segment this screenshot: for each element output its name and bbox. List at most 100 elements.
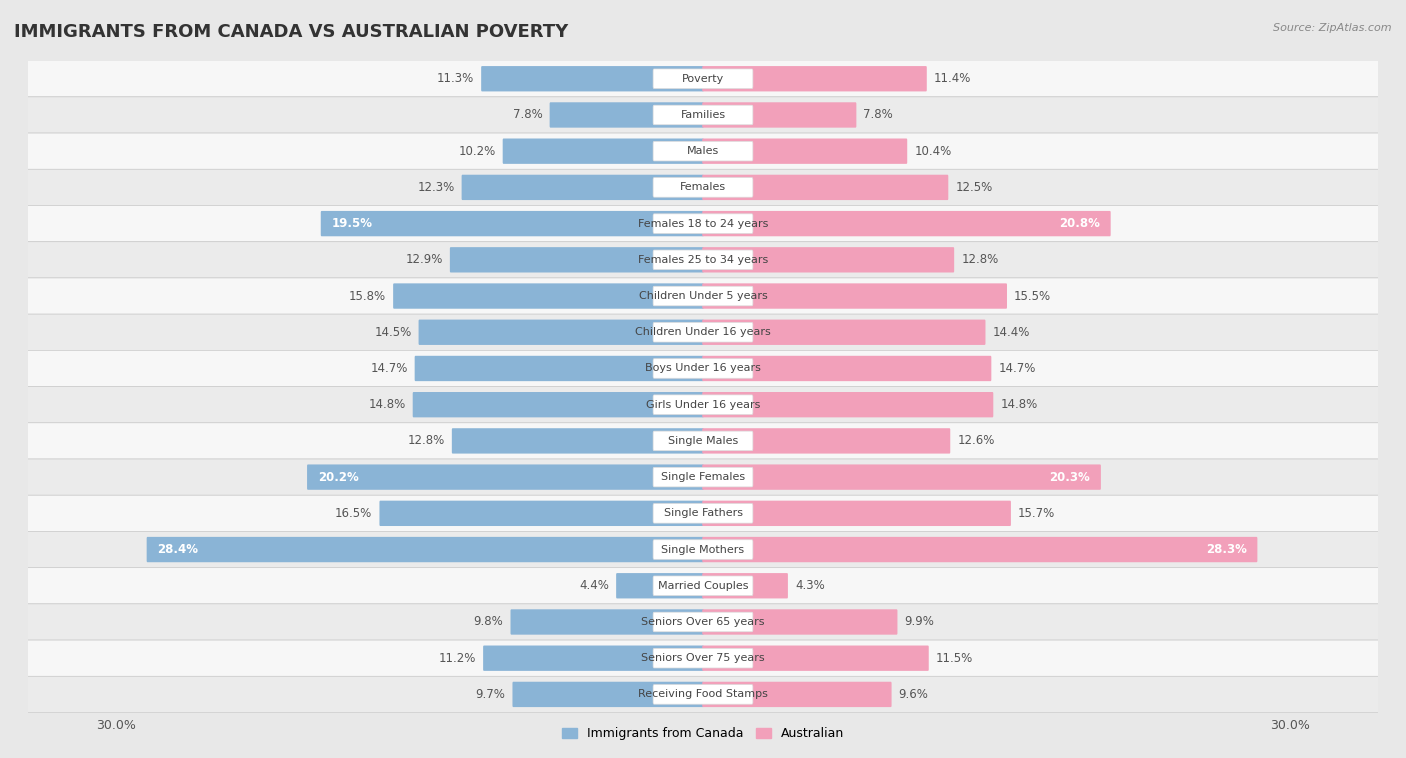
FancyBboxPatch shape (10, 531, 1396, 568)
Text: 28.3%: 28.3% (1206, 543, 1247, 556)
Text: 9.9%: 9.9% (904, 615, 935, 628)
FancyBboxPatch shape (654, 142, 752, 161)
Text: 28.4%: 28.4% (157, 543, 198, 556)
Text: 12.8%: 12.8% (408, 434, 444, 447)
Text: Seniors Over 65 years: Seniors Over 65 years (641, 617, 765, 627)
FancyBboxPatch shape (702, 646, 929, 671)
Text: 4.3%: 4.3% (794, 579, 825, 592)
Text: 4.4%: 4.4% (579, 579, 609, 592)
Text: 11.3%: 11.3% (437, 72, 474, 85)
FancyBboxPatch shape (702, 465, 1101, 490)
Text: Boys Under 16 years: Boys Under 16 years (645, 364, 761, 374)
Text: 14.5%: 14.5% (374, 326, 412, 339)
FancyBboxPatch shape (654, 287, 752, 305)
Text: Seniors Over 75 years: Seniors Over 75 years (641, 653, 765, 663)
Text: 12.5%: 12.5% (955, 181, 993, 194)
Text: 11.4%: 11.4% (934, 72, 972, 85)
FancyBboxPatch shape (413, 392, 704, 418)
FancyBboxPatch shape (10, 61, 1396, 97)
FancyBboxPatch shape (654, 105, 752, 125)
Text: 12.3%: 12.3% (418, 181, 454, 194)
FancyBboxPatch shape (702, 66, 927, 92)
FancyBboxPatch shape (10, 205, 1396, 242)
FancyBboxPatch shape (307, 465, 704, 490)
FancyBboxPatch shape (702, 681, 891, 707)
FancyBboxPatch shape (654, 468, 752, 487)
FancyBboxPatch shape (10, 423, 1396, 459)
FancyBboxPatch shape (321, 211, 704, 236)
FancyBboxPatch shape (503, 139, 704, 164)
FancyBboxPatch shape (702, 537, 1257, 562)
Text: Females 25 to 34 years: Females 25 to 34 years (638, 255, 768, 265)
FancyBboxPatch shape (481, 66, 704, 92)
FancyBboxPatch shape (654, 431, 752, 451)
Text: 14.8%: 14.8% (1000, 398, 1038, 411)
FancyBboxPatch shape (654, 69, 752, 89)
Text: Poverty: Poverty (682, 74, 724, 83)
FancyBboxPatch shape (10, 169, 1396, 205)
FancyBboxPatch shape (146, 537, 704, 562)
Text: Single Females: Single Females (661, 472, 745, 482)
Text: 12.8%: 12.8% (962, 253, 998, 266)
Text: 9.6%: 9.6% (898, 688, 928, 701)
Text: Girls Under 16 years: Girls Under 16 years (645, 399, 761, 409)
FancyBboxPatch shape (10, 568, 1396, 604)
FancyBboxPatch shape (654, 503, 752, 523)
FancyBboxPatch shape (702, 174, 948, 200)
Text: Children Under 16 years: Children Under 16 years (636, 327, 770, 337)
FancyBboxPatch shape (10, 242, 1396, 278)
FancyBboxPatch shape (484, 646, 704, 671)
FancyBboxPatch shape (654, 322, 752, 342)
Text: Single Mothers: Single Mothers (661, 544, 745, 555)
FancyBboxPatch shape (10, 604, 1396, 640)
Text: Males: Males (688, 146, 718, 156)
Text: 14.4%: 14.4% (993, 326, 1029, 339)
FancyBboxPatch shape (10, 133, 1396, 169)
Text: Families: Families (681, 110, 725, 120)
FancyBboxPatch shape (702, 392, 993, 418)
Text: 7.8%: 7.8% (863, 108, 893, 121)
FancyBboxPatch shape (702, 428, 950, 453)
Text: 9.8%: 9.8% (474, 615, 503, 628)
Text: 14.7%: 14.7% (370, 362, 408, 375)
Text: 15.7%: 15.7% (1018, 507, 1054, 520)
FancyBboxPatch shape (702, 283, 1007, 309)
FancyBboxPatch shape (10, 495, 1396, 531)
Text: Females 18 to 24 years: Females 18 to 24 years (638, 218, 768, 229)
Text: Source: ZipAtlas.com: Source: ZipAtlas.com (1274, 23, 1392, 33)
Text: 10.2%: 10.2% (458, 145, 496, 158)
Text: 12.6%: 12.6% (957, 434, 994, 447)
FancyBboxPatch shape (654, 684, 752, 704)
Text: 16.5%: 16.5% (335, 507, 373, 520)
FancyBboxPatch shape (654, 359, 752, 378)
Text: 12.9%: 12.9% (405, 253, 443, 266)
FancyBboxPatch shape (510, 609, 704, 634)
FancyBboxPatch shape (702, 609, 897, 634)
FancyBboxPatch shape (616, 573, 704, 599)
Text: Single Males: Single Males (668, 436, 738, 446)
FancyBboxPatch shape (10, 387, 1396, 423)
Text: Married Couples: Married Couples (658, 581, 748, 590)
FancyBboxPatch shape (10, 97, 1396, 133)
FancyBboxPatch shape (654, 576, 752, 596)
FancyBboxPatch shape (654, 648, 752, 668)
FancyBboxPatch shape (550, 102, 704, 127)
FancyBboxPatch shape (654, 214, 752, 233)
Text: 7.8%: 7.8% (513, 108, 543, 121)
Text: IMMIGRANTS FROM CANADA VS AUSTRALIAN POVERTY: IMMIGRANTS FROM CANADA VS AUSTRALIAN POV… (14, 23, 568, 41)
FancyBboxPatch shape (702, 500, 1011, 526)
FancyBboxPatch shape (415, 356, 704, 381)
Text: 14.7%: 14.7% (998, 362, 1036, 375)
Text: 10.4%: 10.4% (914, 145, 952, 158)
Text: Children Under 5 years: Children Under 5 years (638, 291, 768, 301)
Text: 11.5%: 11.5% (936, 652, 973, 665)
FancyBboxPatch shape (654, 395, 752, 415)
FancyBboxPatch shape (419, 320, 704, 345)
Text: 15.5%: 15.5% (1014, 290, 1052, 302)
Text: 15.8%: 15.8% (349, 290, 387, 302)
Text: 11.2%: 11.2% (439, 652, 477, 665)
FancyBboxPatch shape (10, 676, 1396, 713)
Legend: Immigrants from Canada, Australian: Immigrants from Canada, Australian (557, 722, 849, 745)
Text: 9.7%: 9.7% (475, 688, 505, 701)
FancyBboxPatch shape (10, 459, 1396, 495)
